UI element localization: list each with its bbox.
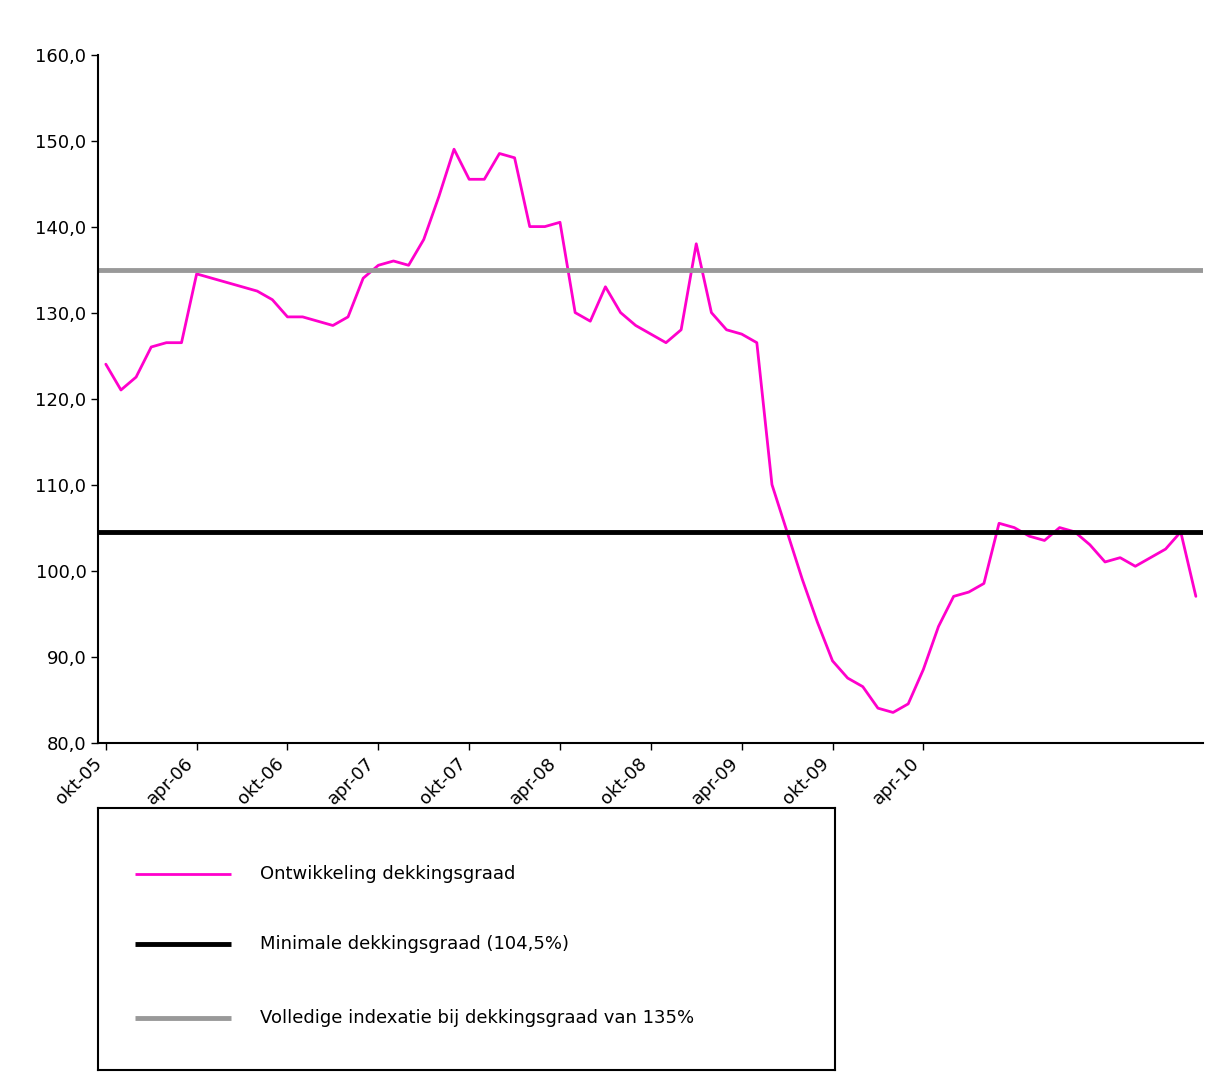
Text: Minimale dekkingsgraad (104,5%): Minimale dekkingsgraad (104,5%)	[260, 936, 570, 953]
Text: Volledige indexatie bij dekkingsgraad van 135%: Volledige indexatie bij dekkingsgraad va…	[260, 1009, 695, 1026]
Text: Ontwikkeling dekkingsgraad: Ontwikkeling dekkingsgraad	[260, 865, 516, 882]
